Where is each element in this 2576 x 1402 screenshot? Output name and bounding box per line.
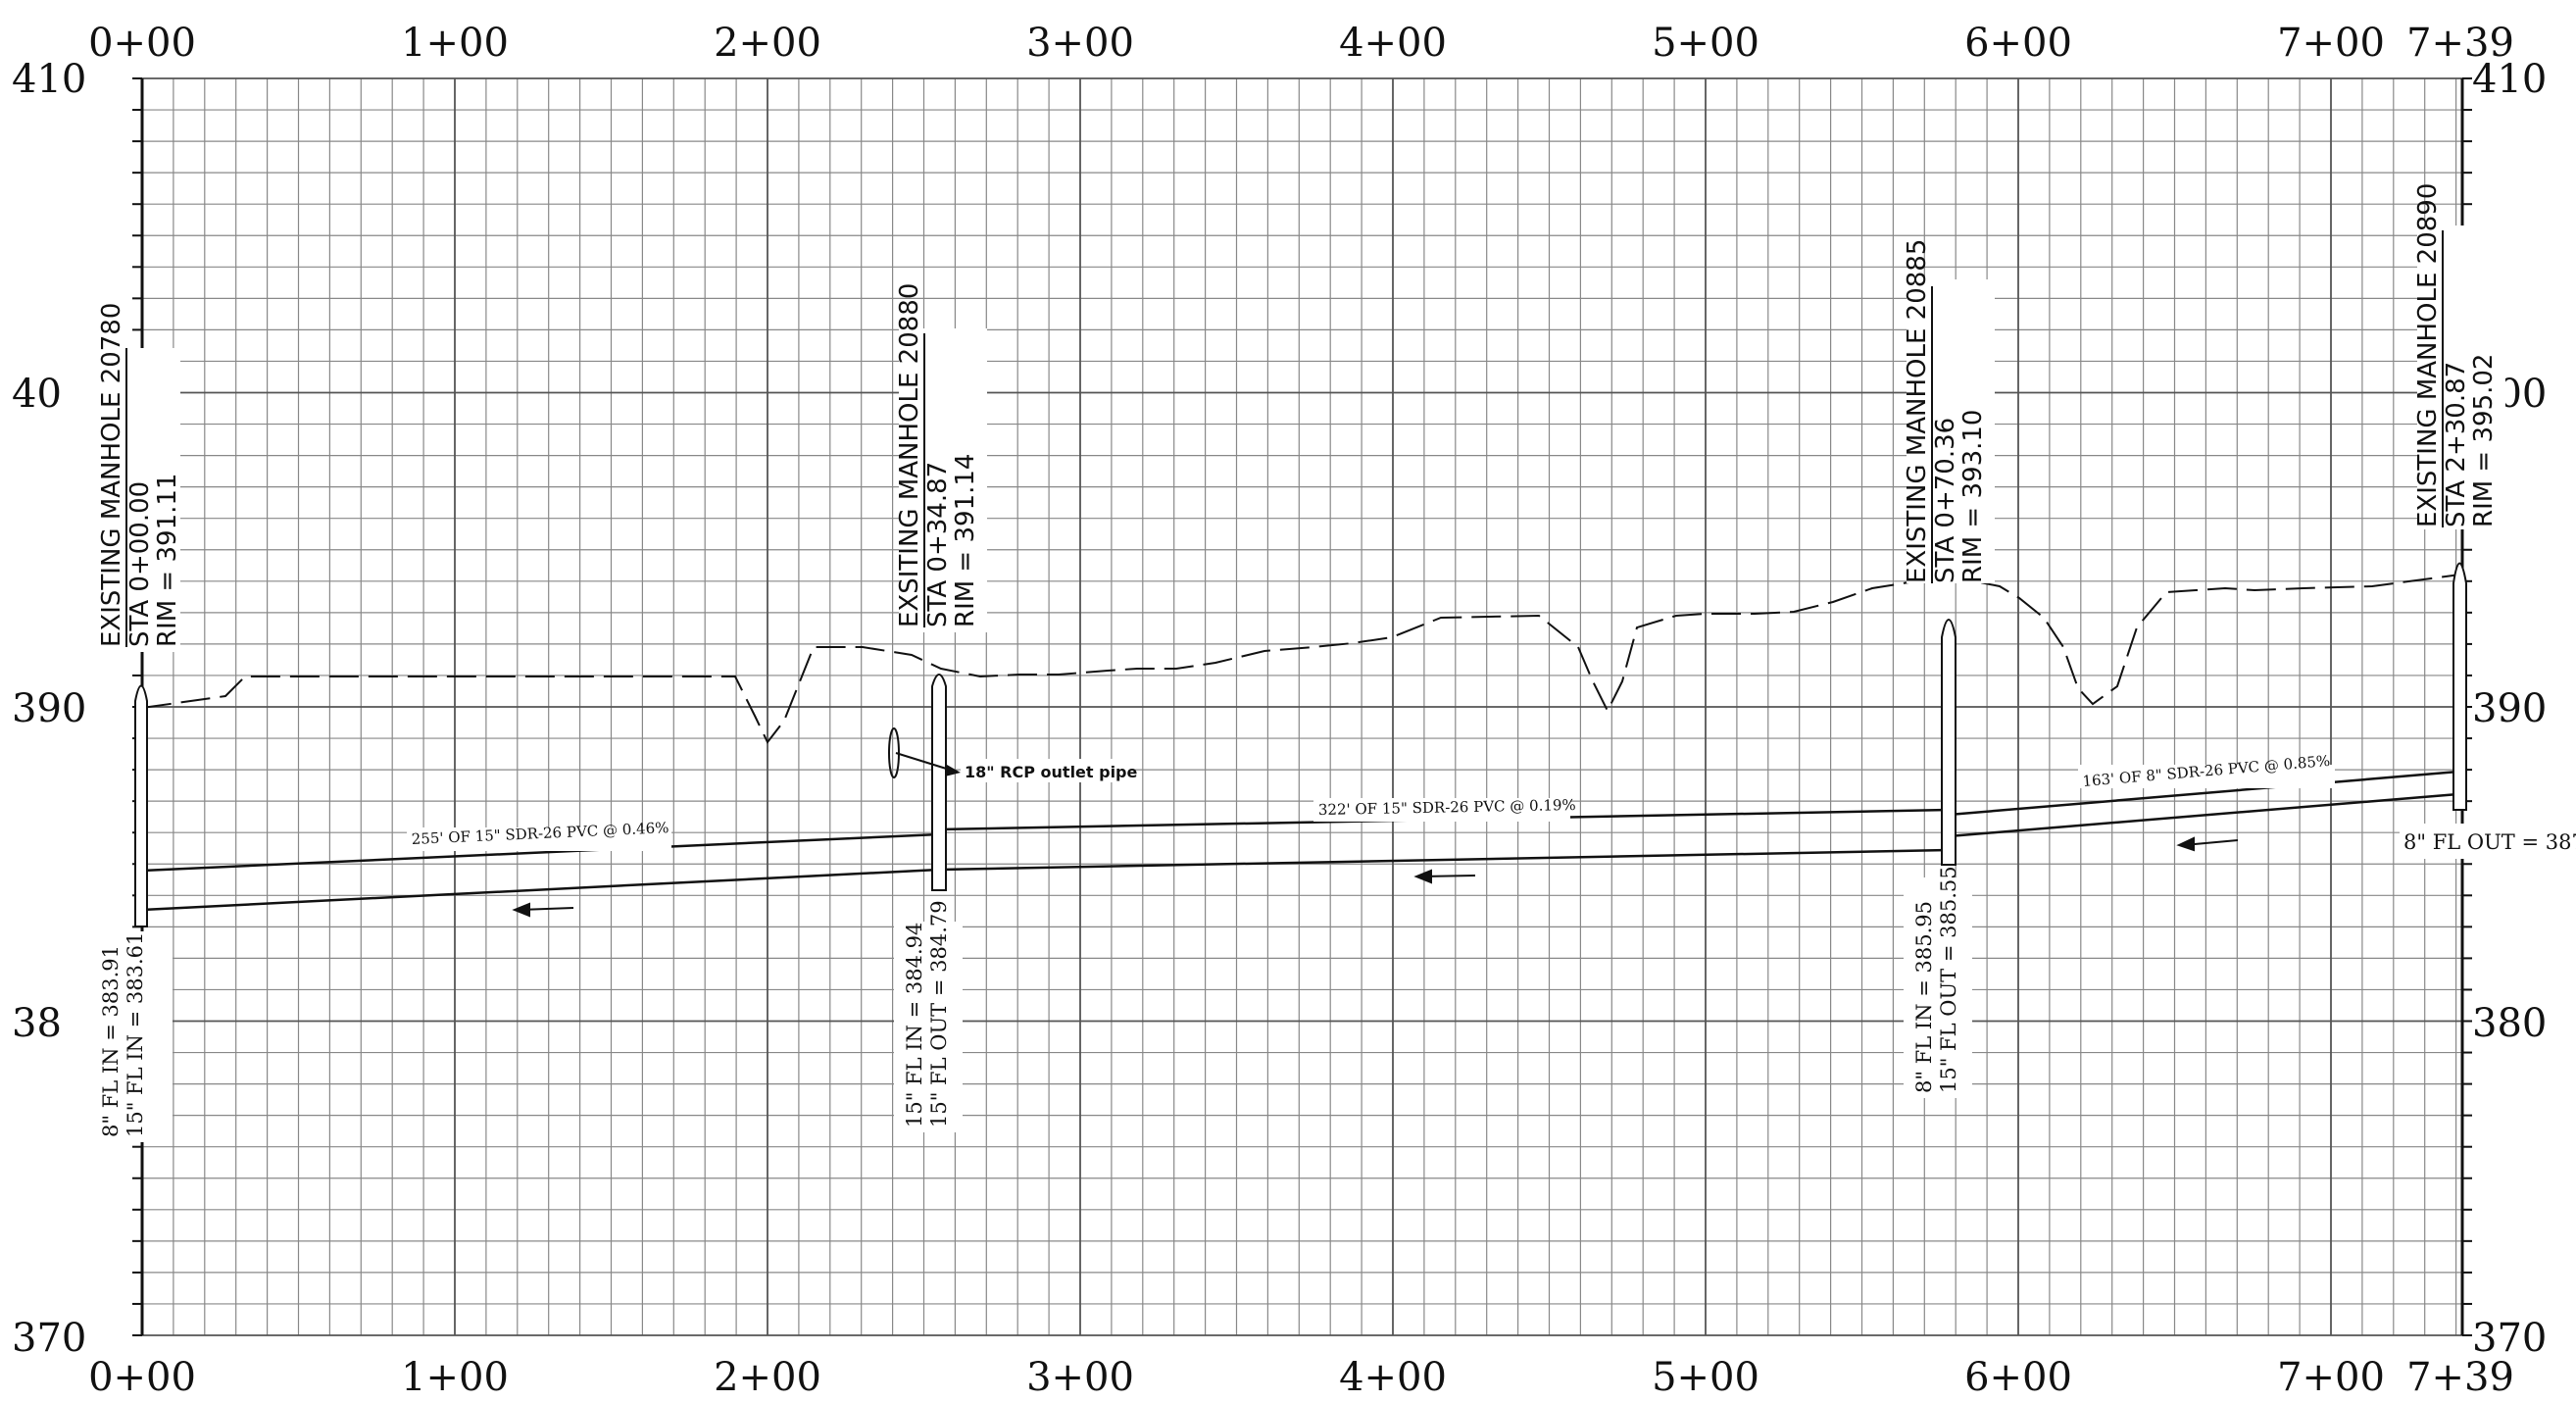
station-label: 0+00: [88, 1355, 196, 1400]
elevation-label: 390: [12, 686, 86, 731]
manhole-name: EXISTING MANHOLE 20890: [2413, 183, 2443, 527]
flowline-labels-20885: 8" FL IN = 385.95 15" FL OUT = 385.55: [1904, 866, 1972, 1098]
manhole-name: EXISTING MANHOLE 20885: [1903, 239, 1932, 583]
pipe-lines: [141, 770, 2459, 912]
station-label: 7+00: [2277, 1355, 2385, 1400]
elevation-labels-left: 410 40 390 38 370: [12, 57, 86, 1361]
flow-arrows: [512, 836, 2239, 918]
flowline-label: 8" FL IN = 383.91: [99, 945, 123, 1137]
manhole-label-20880: EXSITING MANHOLE 20880 STA 0+34.87 RIM =…: [895, 283, 987, 632]
station-label: 4+00: [1339, 1355, 1447, 1400]
station-labels-bottom: 0+00 1+00 2+00 3+00 4+00 5+00 6+00 7+00 …: [88, 1355, 2514, 1400]
manhole-20890: [2452, 562, 2467, 811]
station-label: 5+00: [1652, 21, 1759, 66]
station-labels-top: 0+00 1+00 2+00 3+00 4+00 5+00 6+00 7+00 …: [88, 21, 2514, 66]
manhole-20885: [1941, 619, 1957, 866]
flowline-labels-20890: 8" FL OUT = 387.: [2400, 824, 2576, 859]
station-label: 2+00: [714, 21, 821, 66]
station-label: 6+00: [1964, 1355, 2072, 1400]
station-label: 7+00: [2277, 21, 2385, 66]
flowline-label: 15" FL IN = 383.61: [124, 932, 147, 1137]
manhole-station: STA 0+00.00: [125, 481, 155, 647]
rcp-outlet-pipe: 18" RCP outlet pipe: [888, 727, 1138, 782]
manhole-station: STA 2+30.87: [2442, 362, 2471, 527]
station-label: 3+00: [1026, 1355, 1134, 1400]
flowline-label: 8" FL OUT = 387.: [2403, 830, 2576, 854]
elevation-label: 370: [2472, 1316, 2547, 1361]
existing-ground-line: [141, 574, 2461, 744]
flowline-label: 15" FL OUT = 384.79: [927, 900, 951, 1127]
flowline-label: 8" FL IN = 385.95: [1912, 901, 1936, 1093]
pipe-labels: 255' OF 15" SDR-26 PVC @ 0.46% 322' OF 1…: [407, 752, 2335, 851]
station-label: 7+39: [2406, 21, 2514, 66]
station-label: 2+00: [714, 1355, 821, 1400]
manhole-rim: RIM = 395.02: [2469, 354, 2499, 527]
manhole-name: EXSITING MANHOLE 20880: [895, 283, 924, 627]
manhole-20880: [931, 674, 947, 891]
flowline-labels-20780: 8" FL IN = 383.91 15" FL IN = 383.61: [94, 931, 173, 1142]
elevation-label: 380: [2472, 1001, 2547, 1046]
elevation-label: 40: [12, 372, 62, 417]
manhole-name: EXISTING MANHOLE 20780: [97, 303, 126, 647]
manhole-label-20890: EXISTING MANHOLE 20890 STA 2+30.87 RIM =…: [2413, 183, 2505, 529]
manhole-label-20885: EXISTING MANHOLE 20885 STA 0+70.36 RIM =…: [1903, 239, 1995, 583]
elevation-label: 410: [12, 57, 86, 102]
station-label: 0+00: [88, 21, 196, 66]
outlet-label: 18" RCP outlet pipe: [965, 763, 1138, 781]
manhole-20780: [134, 684, 148, 927]
elevation-label: 370: [12, 1316, 86, 1361]
flowline-labels-20880: 15" FL IN = 384.94 15" FL OUT = 384.79: [894, 900, 963, 1132]
manhole-station: STA 0+70.36: [1931, 418, 1960, 583]
elevation-label: 410: [2472, 57, 2547, 102]
elevation-label: 38: [12, 1001, 62, 1046]
flowline-label: 15" FL OUT = 385.55: [1937, 866, 1960, 1093]
manhole-rim: RIM = 391.11: [153, 474, 182, 647]
station-label: 3+00: [1026, 21, 1134, 66]
elevation-label: 390: [2472, 686, 2547, 731]
station-label: 5+00: [1652, 1355, 1759, 1400]
manhole-rim: RIM = 391.14: [951, 454, 980, 627]
station-label: 1+00: [401, 21, 509, 66]
manhole-station: STA 0+34.87: [923, 462, 953, 627]
manhole-rim: RIM = 393.10: [1958, 410, 1988, 583]
manhole-label-20780: EXISTING MANHOLE 20780 STA 0+00.00 RIM =…: [97, 303, 182, 652]
station-label: 6+00: [1964, 21, 2072, 66]
pipe-label: 322' OF 15" SDR-26 PVC @ 0.19%: [1318, 796, 1576, 819]
flowline-label: 15" FL IN = 384.94: [903, 923, 926, 1127]
station-label: 4+00: [1339, 21, 1447, 66]
station-label: 7+39: [2406, 1355, 2514, 1400]
station-label: 1+00: [401, 1355, 509, 1400]
elevation-labels-right: 410 400 390 380 370: [2472, 57, 2547, 1361]
